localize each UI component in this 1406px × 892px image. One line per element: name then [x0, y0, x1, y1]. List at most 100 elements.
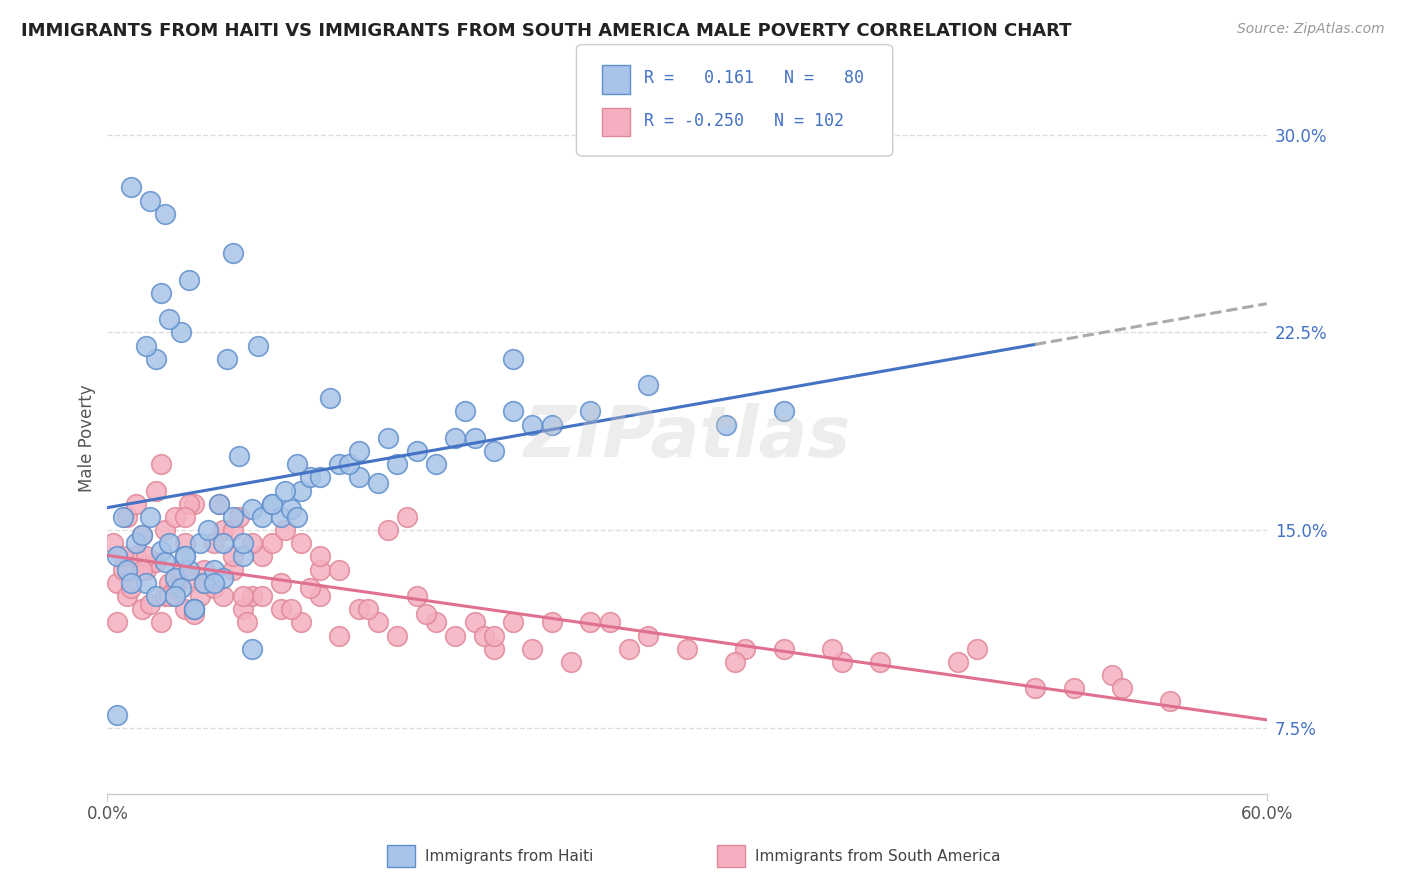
Point	[212, 570, 235, 584]
Point	[105, 615, 128, 630]
Text: IMMIGRANTS FROM HAITI VS IMMIGRANTS FROM SOUTH AMERICA MALE POVERTY CORRELATION : IMMIGRANTS FROM HAITI VS IMMIGRANTS FROM…	[21, 22, 1071, 40]
Point	[1063, 681, 1085, 696]
Point	[183, 602, 205, 616]
Point	[405, 589, 427, 603]
Point	[111, 563, 134, 577]
Point	[183, 497, 205, 511]
Point	[270, 509, 292, 524]
Point	[240, 536, 263, 550]
Point	[150, 457, 173, 471]
Point	[163, 509, 186, 524]
Point	[170, 581, 193, 595]
Point	[177, 570, 200, 584]
Point	[328, 457, 350, 471]
Point	[240, 641, 263, 656]
Point	[599, 615, 621, 630]
Point	[299, 581, 322, 595]
Point	[463, 431, 485, 445]
Point	[139, 509, 162, 524]
Point	[105, 707, 128, 722]
Point	[145, 351, 167, 366]
Point	[579, 404, 602, 418]
Point	[125, 549, 148, 564]
Point	[240, 502, 263, 516]
Point	[145, 589, 167, 603]
Point	[318, 391, 340, 405]
Point	[183, 607, 205, 622]
Point	[821, 641, 844, 656]
Point	[173, 509, 195, 524]
Point	[247, 338, 270, 352]
Point	[290, 483, 312, 498]
Point	[212, 536, 235, 550]
Point	[328, 563, 350, 577]
Point	[135, 338, 157, 352]
Point	[155, 589, 177, 603]
Point	[357, 602, 380, 616]
Text: Source: ZipAtlas.com: Source: ZipAtlas.com	[1237, 22, 1385, 37]
Point	[280, 502, 302, 516]
Point	[131, 528, 153, 542]
Point	[202, 536, 225, 550]
Point	[425, 615, 447, 630]
Point	[463, 615, 485, 630]
Point	[347, 444, 370, 458]
Point	[387, 457, 409, 471]
Point	[170, 563, 193, 577]
Point	[1111, 681, 1133, 696]
Point	[637, 378, 659, 392]
Point	[173, 549, 195, 564]
Point	[163, 589, 186, 603]
Point	[472, 628, 495, 642]
Point	[1101, 668, 1123, 682]
Point	[337, 457, 360, 471]
Point	[250, 509, 273, 524]
Point	[328, 628, 350, 642]
Point	[347, 470, 370, 484]
Point	[155, 207, 177, 221]
Point	[145, 555, 167, 569]
Point	[131, 563, 153, 577]
Point	[125, 536, 148, 550]
Point	[250, 589, 273, 603]
Point	[228, 449, 250, 463]
Point	[405, 444, 427, 458]
Point	[145, 483, 167, 498]
Point	[367, 475, 389, 490]
Point	[193, 575, 215, 590]
Point	[135, 549, 157, 564]
Point	[150, 285, 173, 300]
Text: R = -0.250   N = 102: R = -0.250 N = 102	[644, 112, 844, 130]
Point	[280, 602, 302, 616]
Point	[177, 272, 200, 286]
Point	[115, 509, 138, 524]
Point	[135, 575, 157, 590]
Point	[772, 641, 794, 656]
Point	[482, 628, 505, 642]
Point	[157, 536, 180, 550]
Point	[367, 615, 389, 630]
Point	[150, 615, 173, 630]
Point	[188, 589, 211, 603]
Point	[502, 351, 524, 366]
Point	[250, 549, 273, 564]
Point	[232, 602, 254, 616]
Point	[222, 509, 245, 524]
Point	[105, 549, 128, 564]
Point	[285, 457, 308, 471]
Point	[155, 523, 177, 537]
Point	[222, 246, 245, 260]
Point	[217, 351, 239, 366]
Point	[946, 655, 969, 669]
Point	[482, 444, 505, 458]
Point	[454, 404, 477, 418]
Point	[270, 575, 292, 590]
Point	[285, 509, 308, 524]
Point	[177, 563, 200, 577]
Text: Immigrants from South America: Immigrants from South America	[755, 849, 1001, 863]
Y-axis label: Male Poverty: Male Poverty	[79, 384, 96, 491]
Point	[232, 536, 254, 550]
Point	[831, 655, 853, 669]
Point	[240, 589, 263, 603]
Point	[444, 628, 467, 642]
